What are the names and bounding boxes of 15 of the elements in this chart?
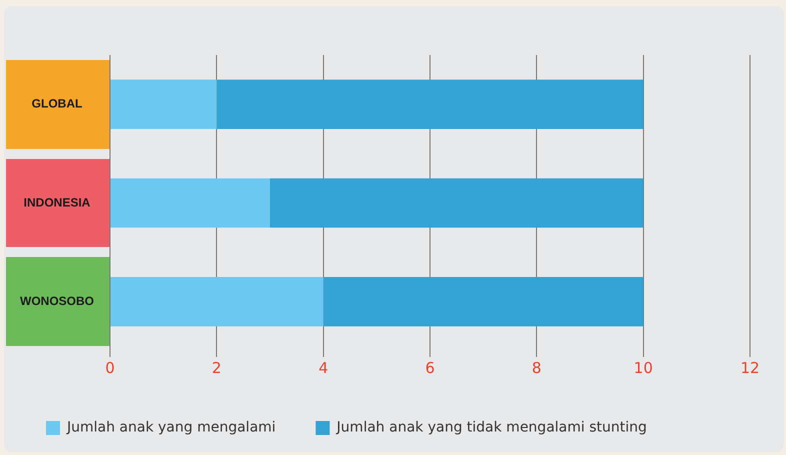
x-tick-label: 10 bbox=[634, 358, 653, 377]
x-tick-label: 12 bbox=[740, 358, 760, 377]
y-tick-label: GLOBAL bbox=[32, 96, 82, 111]
x-tick-label: 4 bbox=[318, 358, 328, 377]
x-tick-label: 2 bbox=[212, 358, 222, 377]
x-tick-label: 8 bbox=[532, 358, 542, 377]
bar bbox=[323, 277, 644, 326]
bar bbox=[216, 80, 644, 129]
bar bbox=[270, 178, 644, 228]
legend-label: Jumlah anak yang tidak mengalami stunting bbox=[336, 420, 647, 436]
x-tick-label: 6 bbox=[425, 358, 435, 377]
y-tick-label: WONOSOBO bbox=[20, 294, 94, 308]
legend-label: Jumlah anak yang mengalami bbox=[66, 420, 276, 436]
y-tick-label: INDONESIA bbox=[24, 195, 91, 210]
x-tick-label: 0 bbox=[105, 358, 115, 377]
